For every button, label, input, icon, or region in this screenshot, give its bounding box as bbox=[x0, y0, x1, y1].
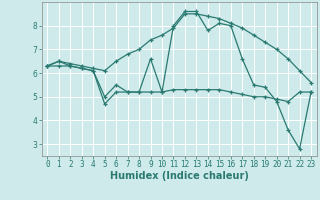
X-axis label: Humidex (Indice chaleur): Humidex (Indice chaleur) bbox=[110, 171, 249, 181]
